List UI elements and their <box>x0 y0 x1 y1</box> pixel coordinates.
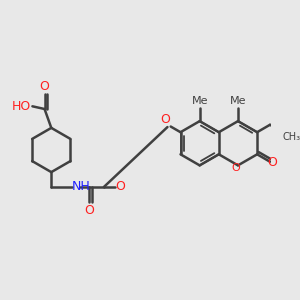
Text: O: O <box>267 156 277 169</box>
Text: Me: Me <box>230 96 246 106</box>
Text: O: O <box>40 80 50 93</box>
Text: NH: NH <box>72 181 91 194</box>
Text: O: O <box>231 163 240 173</box>
Text: Me: Me <box>191 96 208 106</box>
Text: HO: HO <box>12 100 31 113</box>
Text: O: O <box>84 204 94 217</box>
Text: CH₃: CH₃ <box>283 132 300 142</box>
Text: O: O <box>116 181 125 194</box>
Text: O: O <box>160 113 170 126</box>
